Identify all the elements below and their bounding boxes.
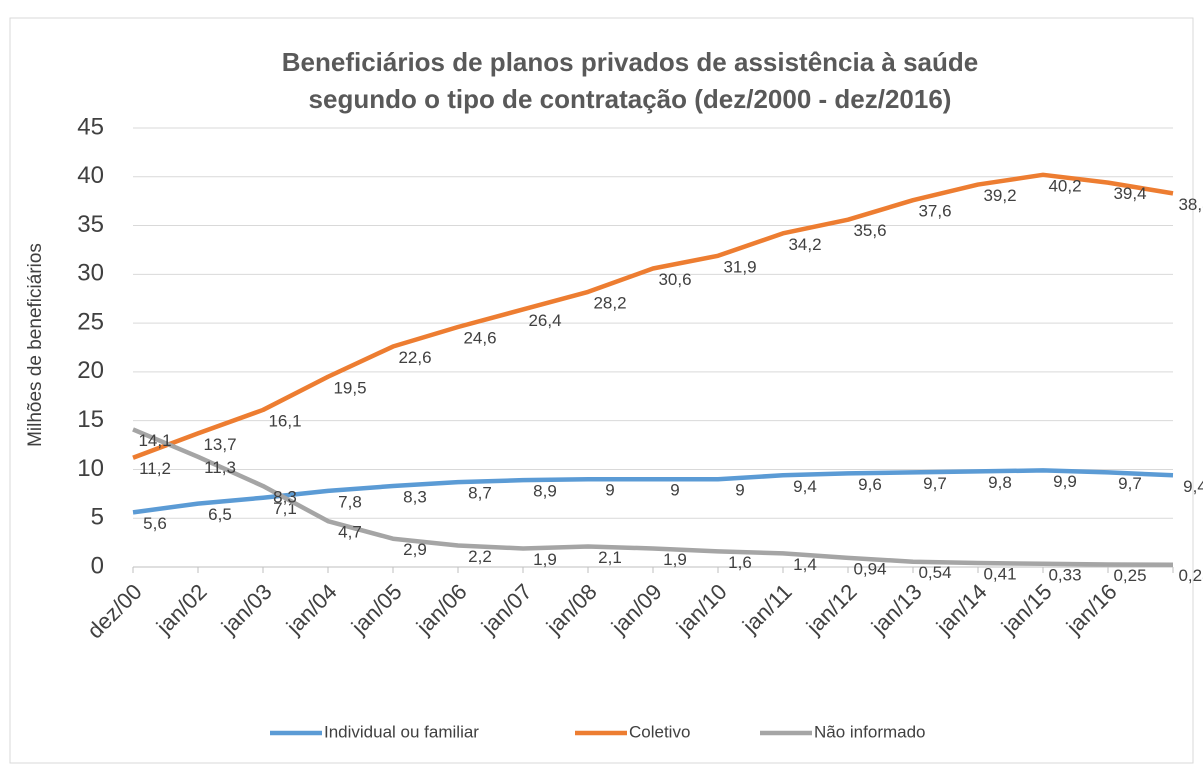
- legend-label: Não informado: [814, 722, 926, 741]
- data-label: 31,9: [723, 257, 756, 276]
- data-label: 8,3: [273, 488, 297, 507]
- data-label: 26,4: [528, 311, 561, 330]
- chart-title: Beneficiários de planos privados de assi…: [282, 47, 979, 77]
- data-label: 0,25: [1113, 566, 1146, 585]
- data-label: 16,1: [268, 411, 301, 430]
- data-label: 1,4: [793, 555, 817, 574]
- data-label: 5,6: [143, 514, 167, 533]
- data-label: 0,23: [1178, 566, 1203, 585]
- data-label: 8,3: [403, 488, 427, 507]
- data-label: 9: [735, 481, 744, 500]
- data-label: 9,8: [988, 473, 1012, 492]
- data-label: 38,3: [1178, 195, 1203, 214]
- y-tick-label: 10: [77, 455, 104, 482]
- series-line: [132, 468, 1174, 515]
- data-label: 2,9: [403, 540, 427, 559]
- y-tick-label: 5: [91, 504, 104, 531]
- y-tick-label: 0: [91, 552, 104, 579]
- data-label: 9: [670, 481, 679, 500]
- y-axis-label: Milhões de beneficiários: [25, 243, 46, 447]
- data-label: 14,1: [138, 431, 171, 450]
- data-label: 1,9: [663, 550, 687, 569]
- data-label: 0,33: [1048, 565, 1081, 584]
- data-label: 35,6: [853, 221, 886, 240]
- data-label: 9: [605, 481, 614, 500]
- data-label: 24,6: [463, 328, 496, 347]
- data-label: 1,6: [728, 553, 752, 572]
- data-label: 11,2: [139, 459, 171, 478]
- data-label: 9,7: [1118, 474, 1142, 493]
- data-label: 2,2: [468, 547, 492, 566]
- data-label: 39,4: [1113, 184, 1146, 203]
- y-tick-label: 45: [77, 113, 104, 140]
- y-tick-label: 40: [77, 162, 104, 189]
- legend-label: Coletivo: [629, 722, 690, 741]
- legend-label: Individual ou familiar: [324, 722, 479, 741]
- data-label: 6,5: [208, 505, 232, 524]
- data-label: 30,6: [658, 270, 691, 289]
- data-label: 28,2: [593, 293, 626, 312]
- data-label: 1,9: [533, 550, 557, 569]
- y-tick-label: 30: [77, 260, 104, 287]
- series-line: [132, 172, 1174, 460]
- chart-frame: [9, 17, 1194, 764]
- y-tick-label: 25: [77, 308, 104, 335]
- data-label: 39,2: [983, 186, 1016, 205]
- data-label: 37,6: [918, 202, 951, 221]
- y-tick-label: 15: [77, 406, 104, 433]
- data-label: 0,54: [918, 563, 951, 582]
- data-label: 0,94: [853, 559, 886, 578]
- data-label: 7,1: [273, 499, 297, 518]
- data-label: 7,8: [338, 492, 362, 511]
- data-label: 13,7: [203, 435, 236, 454]
- data-label: 8,7: [468, 484, 492, 503]
- data-label: 9,9: [1053, 472, 1077, 491]
- y-tick-label: 20: [77, 357, 104, 384]
- data-label: 40,2: [1048, 176, 1081, 195]
- y-tick-label: 35: [77, 211, 104, 238]
- data-label: 19,5: [333, 378, 366, 397]
- data-label: 0,41: [983, 564, 1016, 583]
- data-label: 9,6: [858, 475, 882, 494]
- data-label: 9,4: [1183, 477, 1203, 496]
- data-label: 8,9: [533, 482, 557, 501]
- data-label: 11,3: [204, 458, 236, 477]
- chart-title: segundo o tipo de contratação (dez/2000 …: [309, 84, 952, 114]
- series-line: [132, 427, 1174, 568]
- data-label: 4,7: [338, 523, 362, 542]
- data-label: 9,4: [793, 477, 817, 496]
- data-label: 22,6: [398, 348, 431, 367]
- data-label: 9,7: [923, 474, 947, 493]
- data-label: 34,2: [788, 235, 821, 254]
- data-label: 2,1: [598, 548, 622, 567]
